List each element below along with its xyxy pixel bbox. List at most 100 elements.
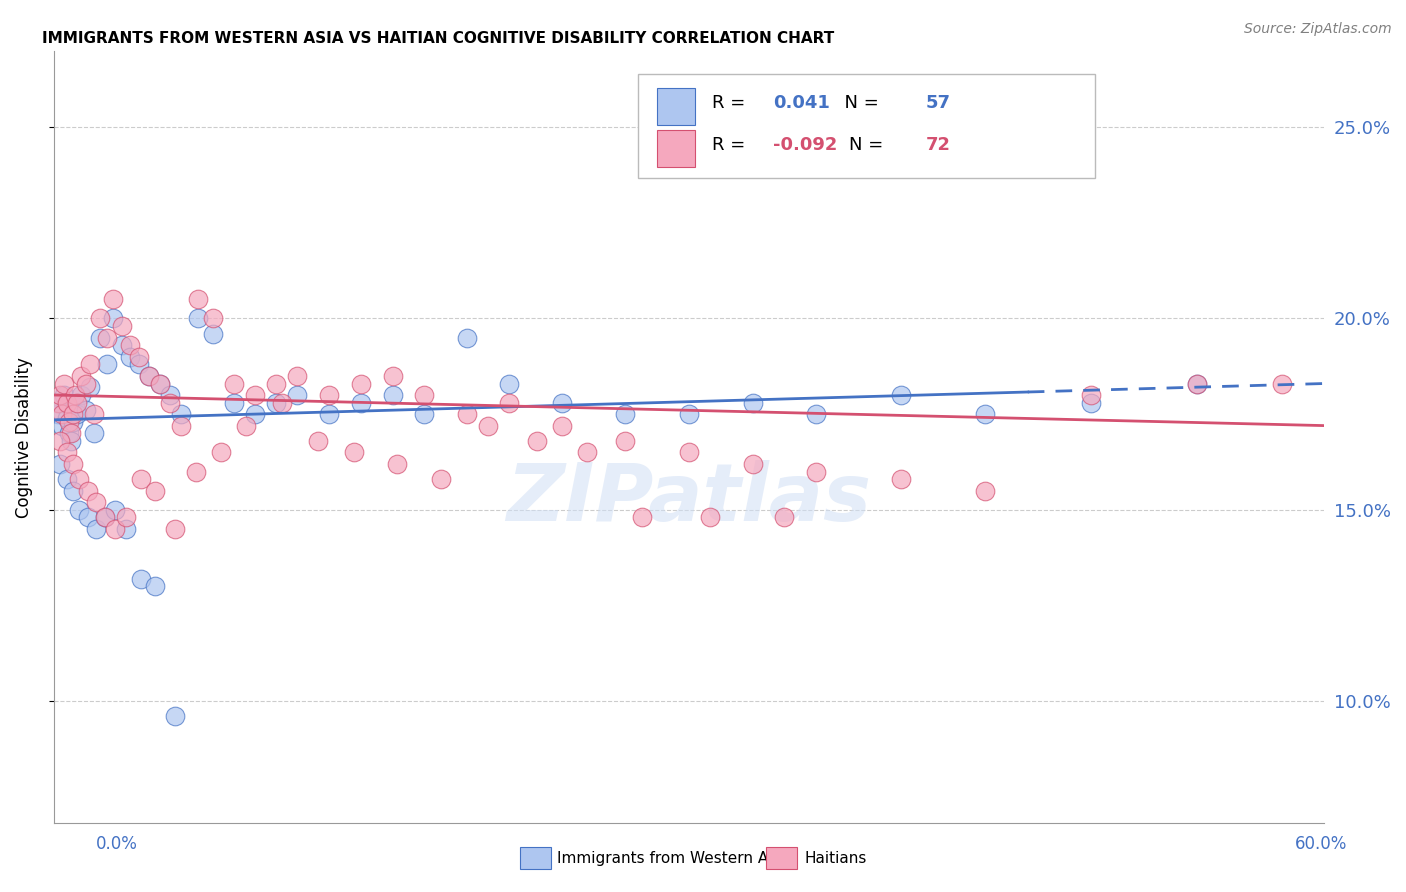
Point <box>741 457 763 471</box>
Point <box>264 376 287 391</box>
Text: N =: N = <box>849 136 889 154</box>
Point <box>1185 376 1208 391</box>
Point <box>343 445 366 459</box>
Point <box>129 472 152 486</box>
Point <box>62 457 84 471</box>
Point <box>477 418 499 433</box>
Point <box>84 495 107 509</box>
Point <box>55 411 77 425</box>
Point <box>285 368 308 383</box>
Point <box>55 395 77 409</box>
Point <box>974 483 997 498</box>
Point <box>138 368 160 383</box>
Point <box>159 388 181 402</box>
Point <box>243 407 266 421</box>
Point <box>187 311 209 326</box>
Point <box>170 418 193 433</box>
Point <box>271 395 294 409</box>
Point <box>243 388 266 402</box>
Point <box>93 510 115 524</box>
Text: -0.092: -0.092 <box>773 136 837 154</box>
Point <box>114 522 136 536</box>
Y-axis label: Cognitive Disability: Cognitive Disability <box>15 357 32 517</box>
Point <box>118 338 141 352</box>
Point <box>1080 388 1102 402</box>
Point <box>804 465 827 479</box>
Point <box>201 311 224 326</box>
Point <box>51 407 73 421</box>
Point <box>128 358 150 372</box>
Point <box>62 415 84 429</box>
Point <box>75 376 97 391</box>
Point <box>385 457 408 471</box>
Point <box>498 376 520 391</box>
Text: Immigrants from Western Asia: Immigrants from Western Asia <box>557 851 790 865</box>
Point <box>55 472 77 486</box>
Point <box>101 293 124 307</box>
Point <box>104 522 127 536</box>
Point <box>76 483 98 498</box>
Point <box>70 368 93 383</box>
Point <box>381 388 404 402</box>
Text: N =: N = <box>832 95 884 112</box>
Point <box>413 388 436 402</box>
Point <box>138 368 160 383</box>
Point <box>699 510 721 524</box>
Point <box>235 418 257 433</box>
Point <box>209 445 232 459</box>
Point <box>308 434 330 448</box>
Point <box>104 502 127 516</box>
Text: 0.041: 0.041 <box>773 95 830 112</box>
Point <box>163 709 186 723</box>
Point <box>773 510 796 524</box>
Point <box>53 376 76 391</box>
Point <box>46 407 69 421</box>
Text: 72: 72 <box>925 136 950 154</box>
Point <box>110 319 132 334</box>
Point <box>79 358 101 372</box>
Point <box>83 426 105 441</box>
Text: 0.0%: 0.0% <box>96 835 138 853</box>
Point <box>170 407 193 421</box>
Point <box>184 465 207 479</box>
Point <box>159 395 181 409</box>
Point <box>63 388 86 402</box>
Point <box>430 472 453 486</box>
Point <box>1080 395 1102 409</box>
Point <box>66 407 89 421</box>
Point <box>318 388 340 402</box>
Point <box>129 572 152 586</box>
Point <box>614 407 637 421</box>
Point <box>804 407 827 421</box>
Text: Haitians: Haitians <box>804 851 866 865</box>
Point <box>62 483 84 498</box>
Point <box>413 407 436 421</box>
Point <box>890 388 912 402</box>
Point <box>145 579 167 593</box>
Point <box>89 330 111 344</box>
Point <box>63 400 86 414</box>
Point <box>49 457 72 471</box>
Point <box>456 407 478 421</box>
Point <box>551 418 574 433</box>
Point <box>678 445 700 459</box>
Point <box>51 418 73 433</box>
Point <box>551 395 574 409</box>
Point <box>66 395 89 409</box>
Point <box>498 395 520 409</box>
Point <box>93 510 115 524</box>
Point <box>128 350 150 364</box>
Point <box>285 388 308 402</box>
Text: 60.0%: 60.0% <box>1295 835 1347 853</box>
Point <box>149 376 172 391</box>
Point <box>114 510 136 524</box>
Text: IMMIGRANTS FROM WESTERN ASIA VS HAITIAN COGNITIVE DISABILITY CORRELATION CHART: IMMIGRANTS FROM WESTERN ASIA VS HAITIAN … <box>42 31 834 46</box>
Point <box>76 510 98 524</box>
Point <box>101 311 124 326</box>
Point <box>614 434 637 448</box>
Point <box>62 407 84 421</box>
Point <box>46 395 69 409</box>
Point <box>318 407 340 421</box>
Point <box>67 472 90 486</box>
Point <box>118 350 141 364</box>
